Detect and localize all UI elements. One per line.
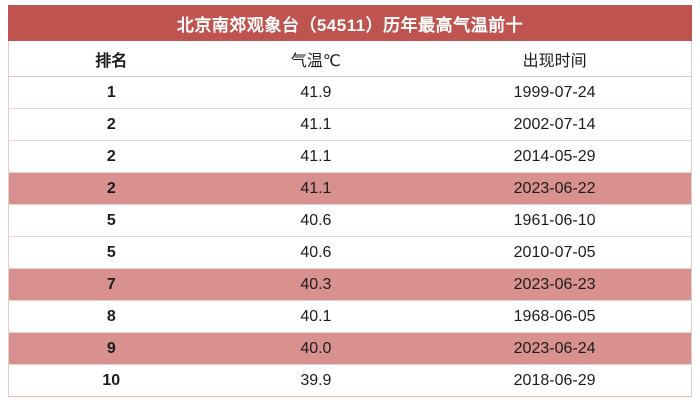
temp-cell: 41.1: [300, 147, 332, 165]
date-cell: 1968-06-05: [513, 307, 596, 325]
rank-cell: 1: [106, 83, 116, 101]
table-row: 9 40.0 2023-06-24: [9, 333, 691, 365]
table-row: 8 40.1 1968-06-05: [9, 301, 691, 333]
temp-cell: 41.1: [300, 115, 332, 133]
temp-cell: 41.1: [300, 179, 332, 197]
date-cell: 2014-05-29: [513, 147, 596, 165]
date-cell: 1961-06-10: [513, 211, 596, 229]
rank-cell: 2: [106, 147, 116, 165]
table-row: 2 41.1 2014-05-29: [9, 141, 691, 173]
date-cell: 1999-07-24: [513, 83, 596, 101]
temp-cell: 41.9: [300, 83, 332, 101]
temp-cell: 40.3: [300, 275, 332, 293]
date-cell: 2018-06-29: [513, 371, 596, 389]
rank-cell: 9: [106, 339, 116, 357]
table-title: 北京南郊观象台（54511）历年最高气温前十: [176, 15, 524, 35]
rank-cell: 2: [106, 115, 116, 133]
ranking-table: 北京南郊观象台（54511）历年最高气温前十 排名 气温℃ 出现时间 1 41.…: [8, 5, 692, 397]
table-row: 5 40.6 1961-06-10: [9, 205, 691, 237]
rank-cell: 8: [106, 307, 116, 325]
date-cell: 2023-06-24: [513, 339, 596, 357]
date-cell: 2010-07-05: [513, 243, 596, 261]
rank-cell: 5: [106, 243, 116, 261]
rank-cell: 7: [106, 275, 116, 293]
date-cell: 2023-06-23: [513, 275, 596, 293]
table-header-row: 排名 气温℃ 出现时间: [9, 41, 691, 77]
column-header-rank: 排名: [95, 52, 128, 70]
table-row: 2 41.1 2002-07-14: [9, 109, 691, 141]
table-title-bar: 北京南郊观象台（54511）历年最高气温前十: [8, 5, 692, 41]
rank-cell: 10: [102, 371, 121, 389]
table-row: 2 41.1 2023-06-22: [9, 173, 691, 205]
date-cell: 2023-06-22: [513, 179, 596, 197]
table-row: 7 40.3 2023-06-23: [9, 269, 691, 301]
temp-cell: 40.6: [300, 243, 332, 261]
temp-cell: 39.9: [300, 371, 332, 389]
date-cell: 2002-07-14: [513, 115, 596, 133]
table-row: 10 39.9 2018-06-29: [9, 365, 691, 396]
temp-cell: 40.0: [300, 339, 332, 357]
temp-cell: 40.1: [300, 307, 332, 325]
table-row: 5 40.6 2010-07-05: [9, 237, 691, 269]
rank-cell: 2: [106, 179, 116, 197]
table-row: 1 41.9 1999-07-24: [9, 77, 691, 109]
column-header-date: 出现时间: [522, 52, 587, 70]
table-grid: 排名 气温℃ 出现时间 1 41.9 1999-07-24 2 41.1 200…: [8, 41, 692, 397]
temp-cell: 40.6: [300, 211, 332, 229]
rank-cell: 5: [106, 211, 116, 229]
table-body: 1 41.9 1999-07-24 2 41.1 2002-07-14 2 41…: [9, 77, 691, 396]
column-header-temperature: 气温℃: [290, 52, 341, 70]
